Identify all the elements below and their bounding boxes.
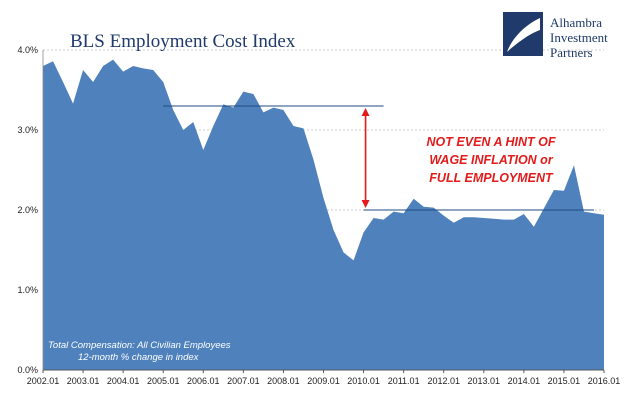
arrow-head-top [361, 108, 370, 116]
series-note: Total Compensation: All Civilian Employe… [48, 340, 231, 363]
x-tick-label: 2009.01 [307, 376, 340, 386]
note-line-1: Total Compensation: All Civilian Employe… [48, 340, 231, 351]
area-series [43, 59, 604, 370]
y-tick-label: 3.0% [17, 125, 38, 135]
x-tick-label: 2003.01 [67, 376, 100, 386]
x-tick-label: 2006.01 [187, 376, 220, 386]
x-tick-label: 2015.01 [548, 376, 581, 386]
annotation-line-1: NOT EVEN A HINT OF [427, 135, 556, 149]
x-tick-label: 2005.01 [147, 376, 180, 386]
y-tick-label: 0.0% [17, 365, 38, 375]
y-tick-label: 1.0% [17, 285, 38, 295]
y-tick-label: 4.0% [17, 45, 38, 55]
chart-title: BLS Employment Cost Index [70, 31, 296, 52]
x-tick-label: 2014.01 [508, 376, 541, 386]
note-line-2: 12-month % change in index [78, 352, 200, 363]
annotation-line-2: WAGE INFLATION or [429, 153, 554, 167]
logo-swoosh [507, 18, 540, 52]
x-tick-label: 2011.01 [388, 376, 420, 386]
axes: 0.0% 1.0% 2.0% 3.0% 4.0% 2002.01 2003.01 2004.0… [17, 45, 620, 386]
logo-line-1: Alhambra [550, 15, 602, 30]
logo: Alhambra Investment Partners [503, 12, 608, 60]
x-tick-label: 2008.01 [267, 376, 300, 386]
logo-line-2: Investment [550, 30, 608, 45]
x-tick-label: 2004.01 [107, 376, 140, 386]
arrow-head-bottom [361, 200, 370, 208]
x-tick-label: 2002.01 [27, 376, 60, 386]
x-tick-label: 2010.01 [347, 376, 380, 386]
y-tick-label: 2.0% [17, 205, 38, 215]
logo-line-3: Partners [550, 45, 593, 60]
reference-lines [163, 105, 594, 211]
x-tick-label: 2007.01 [227, 376, 260, 386]
annotation: NOT EVEN A HINT OF WAGE INFLATION or FUL… [427, 135, 556, 185]
x-tick-label: 2016.01 [588, 376, 621, 386]
range-arrow [361, 108, 370, 208]
annotation-line-3: FULL EMPLOYMENT [429, 171, 554, 185]
x-tick-label: 2013.01 [468, 376, 501, 386]
x-tick-label: 2012.01 [427, 376, 460, 386]
